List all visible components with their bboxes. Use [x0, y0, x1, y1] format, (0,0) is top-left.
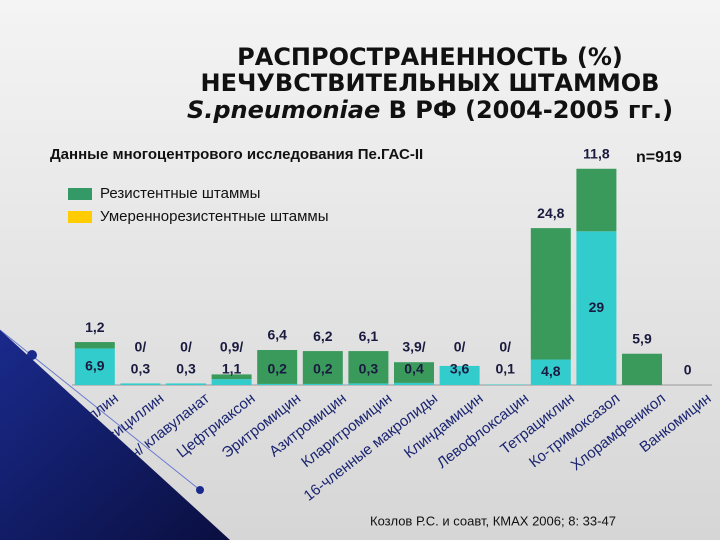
legend-label: Умереннорезистентные штаммы: [100, 208, 328, 225]
value-label: 0/: [135, 339, 147, 355]
bar-segment: [211, 379, 252, 385]
value-label: 0,3: [176, 361, 196, 377]
value-label: 4,8: [541, 363, 561, 379]
value-label: 0,9/: [220, 339, 243, 355]
value-label: 6,4: [267, 327, 287, 343]
bar-segment: [120, 383, 161, 385]
title-species: S.pneumoniae: [187, 96, 380, 124]
legend-swatch: [68, 211, 92, 223]
bar-segment: [74, 348, 115, 385]
subtitle: Данные многоцентрового исследования Пе.Г…: [50, 146, 423, 163]
value-label: 0,3: [359, 361, 379, 377]
bar-segment: [348, 383, 389, 385]
bar-segment: [348, 351, 389, 384]
value-label: 1,1: [222, 361, 242, 377]
bar-segment: [302, 383, 343, 385]
source: Козлов Р.С. и соавт, КМАХ 2006; 8: 33-47: [370, 513, 616, 528]
value-label: 29: [589, 299, 605, 315]
title-line: НЕЧУВСТВИТЕЛЬНЫХ ШТАММОВ: [201, 69, 660, 97]
bar-segment: [439, 365, 480, 385]
bar-segment: [394, 382, 434, 385]
value-label: 0: [684, 362, 692, 378]
bar-segment: [576, 168, 617, 232]
bar-segment: [74, 342, 115, 349]
value-label: 0,4: [404, 361, 424, 377]
bar-segment: [485, 384, 526, 385]
sample-size: n=919: [636, 149, 682, 166]
value-label: 6,2: [313, 328, 333, 344]
value-label: 3,9/: [402, 339, 425, 355]
value-label: 6,1: [359, 328, 379, 344]
bar-segment: [257, 383, 298, 385]
value-label: 5,9: [632, 330, 652, 346]
value-label: 0,1: [495, 361, 515, 377]
bar-segment: [530, 228, 571, 360]
title-tail: В РФ (2004-2005 гг.): [389, 96, 673, 124]
legend-swatch: [68, 188, 92, 200]
value-label: 3,6: [450, 361, 470, 377]
bar-segment: [302, 351, 343, 384]
value-label: 0,2: [313, 361, 333, 377]
bar-segment: [257, 350, 298, 384]
bar-segment: [576, 231, 617, 385]
value-label: 24,8: [537, 205, 564, 221]
decor-triangle: [0, 330, 230, 540]
value-label: 6,9: [85, 357, 105, 373]
legend: Резистентные штаммы Умереннорезистентные …: [68, 185, 328, 225]
bar-segment: [622, 353, 662, 385]
decor-dot: [196, 486, 204, 494]
value-label: 1,2: [85, 319, 105, 335]
title-line: РАСПРОСТРАНЕННОСТЬ (%): [237, 43, 623, 71]
value-label: 0,3: [131, 361, 151, 377]
title-line: S.pneumoniae В РФ (2004-2005 гг.): [187, 96, 673, 124]
bar-segment: [211, 374, 252, 380]
value-label: 0/: [454, 339, 466, 355]
bar-segment: [166, 383, 206, 385]
value-label: 0/: [180, 339, 192, 355]
bar-segment: [530, 359, 571, 385]
bar-segment: [394, 362, 434, 383]
value-label: 11,8: [583, 145, 610, 161]
legend-label: Резистентные штаммы: [100, 185, 260, 202]
value-label: 0,2: [267, 361, 287, 377]
value-label: 0/: [499, 339, 511, 355]
